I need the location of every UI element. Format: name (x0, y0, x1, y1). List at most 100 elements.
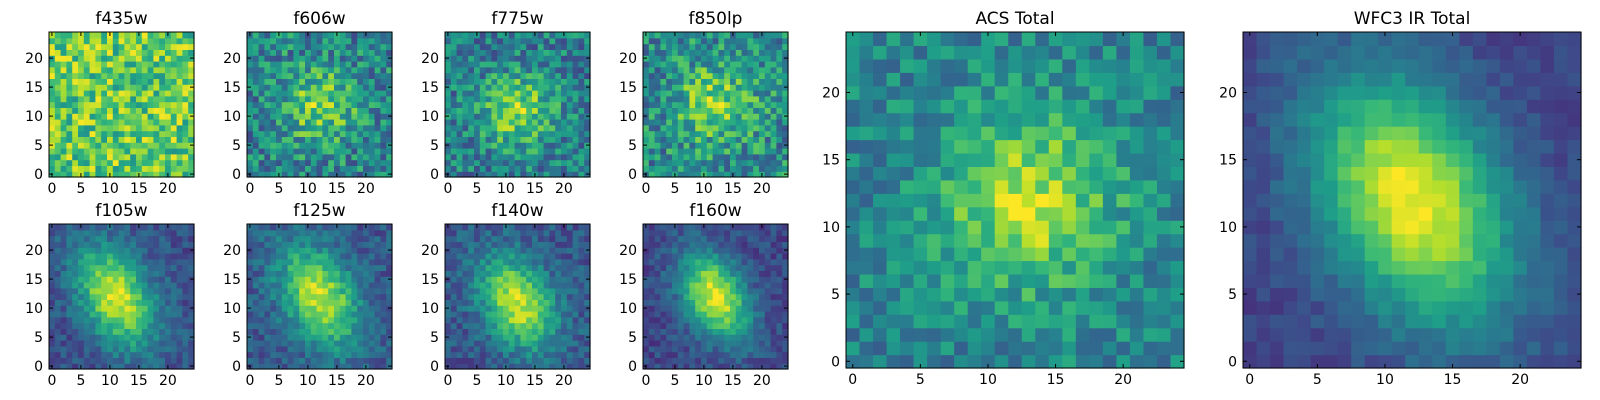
pixel-cell (514, 113, 521, 120)
pixel-cell (753, 37, 760, 45)
pixel-cell (54, 84, 62, 91)
pixel-cell (363, 270, 370, 277)
pixel-cell (572, 61, 579, 68)
pixel-cell (118, 43, 125, 50)
pixel-cell (165, 142, 172, 149)
pixel-cell (316, 84, 323, 91)
pixel-cell (886, 220, 901, 235)
pixel-cell (770, 90, 777, 97)
pixel-cell (1129, 152, 1145, 167)
pixel-cell (643, 159, 650, 166)
pixel-cell (770, 55, 777, 62)
x-tick-label: 15 (328, 181, 346, 197)
pixel-cell (954, 126, 969, 141)
y-tick-label: 20 (25, 51, 43, 67)
pixel-cell (643, 66, 650, 74)
pixel-cell (741, 72, 748, 79)
pixel-cell (648, 159, 656, 166)
pixel-cell (1062, 126, 1077, 141)
pixel-cell (159, 351, 166, 358)
pixel-cell (468, 95, 475, 103)
pixel-cell (543, 142, 550, 149)
pixel-cell (334, 119, 341, 126)
pixel-cell (136, 299, 143, 306)
pixel-cell (967, 233, 982, 248)
pixel-cell (363, 37, 370, 45)
pixel-cell (130, 37, 137, 45)
pixel-cell (584, 37, 591, 45)
pixel-cell (561, 316, 568, 324)
pixel-cell (159, 311, 166, 318)
pixel-cell (555, 363, 562, 370)
pixel-cell (508, 55, 516, 62)
pixel-cell (147, 124, 154, 132)
pixel-cell (450, 171, 458, 178)
pixel-cell (159, 66, 166, 74)
pixel-cell (474, 305, 481, 312)
pixel-cell (339, 66, 347, 74)
pixel-cell (724, 32, 731, 39)
pixel-cell (72, 351, 79, 358)
pixel-cell (182, 276, 189, 283)
pixel-cell (78, 322, 85, 329)
pixel-cell (572, 340, 579, 347)
y-tick-label: 5 (232, 138, 241, 154)
pixel-cell (1102, 314, 1117, 329)
pixel-cell (124, 107, 131, 114)
pixel-cell (305, 322, 312, 329)
pixel-cell (357, 282, 364, 289)
pixel-cell (351, 282, 358, 289)
pixel-cell (270, 351, 277, 358)
pixel-cell (543, 49, 550, 56)
pixel-cell (363, 322, 370, 329)
pixel-cell (170, 142, 178, 149)
pixel-cell (60, 229, 67, 237)
pixel-cell (695, 37, 702, 45)
pixel-cell (310, 340, 318, 347)
pixel-cell (112, 299, 120, 306)
pixel-cell (322, 61, 329, 68)
pixel-cell (252, 107, 260, 114)
pixel-cell (147, 32, 154, 39)
pixel-cell (1156, 273, 1172, 288)
pixel-cell (776, 43, 783, 50)
pixel-cell (368, 334, 376, 341)
pixel-cell (345, 119, 352, 126)
pixel-cell (252, 119, 260, 126)
pixel-cell (322, 357, 329, 364)
pixel-cell (1048, 260, 1063, 275)
pixel-cell (497, 340, 504, 347)
pixel-cell (689, 49, 696, 56)
pixel-cell (450, 340, 458, 347)
pixel-cell (136, 37, 143, 45)
pixel-cell (672, 66, 679, 74)
pixel-cell (776, 84, 783, 91)
pixel-cell (334, 351, 341, 358)
pixel-cell (60, 224, 67, 231)
pixel-cell (491, 340, 498, 347)
pixel-cell (328, 49, 335, 56)
pixel-cell (78, 136, 85, 143)
pixel-cell (136, 101, 143, 108)
pixel-cell (188, 253, 195, 260)
pixel-cell (299, 55, 306, 62)
pixel-cell (83, 153, 91, 161)
pixel-cell (54, 311, 62, 318)
pixel-cell (124, 101, 131, 108)
pixel-cell (584, 287, 591, 295)
pixel-cell (345, 142, 352, 149)
pixel-cell (247, 124, 254, 132)
pixel-cell (281, 61, 289, 68)
pixel-cell (735, 55, 743, 62)
pixel-cell (130, 311, 137, 318)
pixel-cell (316, 287, 323, 295)
pixel-cell (107, 101, 114, 108)
pixel-cell (170, 340, 178, 347)
pixel-cell (1143, 247, 1158, 262)
pixel-cell (706, 171, 714, 178)
pixel-cell (351, 165, 358, 172)
pixel-cell (578, 90, 585, 97)
pixel-cell (299, 276, 306, 283)
pixel-cell (316, 148, 323, 155)
pixel-cell (566, 78, 574, 85)
